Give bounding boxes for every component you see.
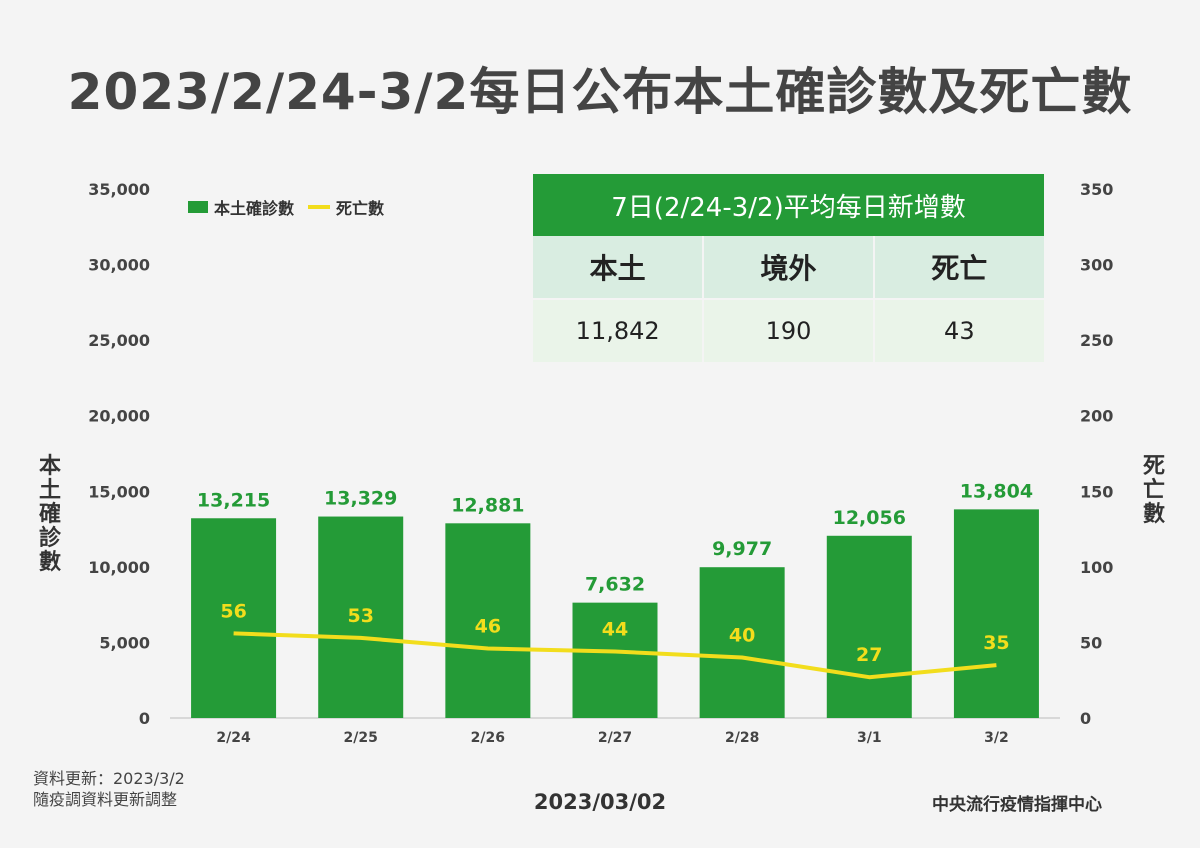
bar: [953, 509, 1039, 718]
right-axis-tick-label: 200: [1080, 407, 1113, 426]
line-data-label: 53: [347, 605, 373, 627]
x-axis-tick-label: 3/1: [857, 730, 882, 746]
right-axis-tick-label: 50: [1080, 633, 1102, 652]
summary-col-imported: 境外: [702, 236, 874, 299]
left-axis-tick-label: 25,000: [88, 331, 150, 350]
bar: [826, 535, 912, 718]
adjust-note: 隨疫調資料更新調整: [33, 790, 178, 809]
x-axis-tick-label: 2/28: [725, 730, 759, 746]
line-data-label: 46: [475, 615, 501, 637]
right-axis-tick-label: 150: [1080, 482, 1113, 501]
footer-notes: 資料更新：2023/3/2 隨疫調資料更新調整: [33, 768, 185, 810]
summary-col-domestic: 本土: [533, 236, 704, 299]
bar-data-label: 13,329: [324, 488, 397, 510]
summary-header: 7日(2/24-3/2)平均每日新增數: [533, 174, 1044, 236]
left-axis-tick-label: 10,000: [88, 558, 150, 577]
left-axis-tick-label: 5,000: [99, 633, 150, 652]
deaths-line: [233, 631, 997, 680]
summary-table: 7日(2/24-3/2)平均每日新增數 本土 境外 死亡 11,842 190 …: [533, 174, 1044, 362]
legend-bar-label: 本土確診數: [214, 199, 295, 218]
legend-bar-swatch: [188, 201, 208, 213]
line-data-label: 40: [729, 625, 755, 647]
summary-col-deaths: 死亡: [872, 236, 1044, 299]
bar: [445, 523, 531, 718]
footer-agency: 中央流行疫情指揮中心: [932, 795, 1102, 815]
right-axis-tick-label: 350: [1080, 180, 1113, 199]
update-note: 資料更新：2023/3/2: [33, 769, 185, 788]
line-data-label: 44: [602, 618, 628, 640]
bar: [572, 602, 658, 718]
right-axis-tick-label: 100: [1080, 558, 1113, 577]
footer-date: 2023/03/02: [533, 790, 667, 814]
legend-line-label: 死亡數: [336, 199, 385, 218]
summary-val-deaths: 43: [872, 298, 1044, 362]
x-axis-tick-label: 2/24: [216, 730, 251, 746]
right-axis-tick-label: 0: [1080, 709, 1091, 728]
x-axis-tick-label: 2/27: [598, 730, 632, 746]
left-axis-title: 本土確診數: [38, 454, 61, 575]
x-axis-tick-label: 3/2: [984, 730, 1009, 746]
bar-data-label: 13,215: [197, 489, 270, 511]
summary-val-domestic: 11,842: [533, 298, 704, 362]
legend-line-swatch: [308, 205, 331, 209]
x-axis-tick-label: 2/26: [471, 730, 505, 746]
line-data-label: 56: [220, 600, 246, 622]
right-axis-title: 死亡數: [1142, 454, 1165, 527]
left-axis-tick-label: 15,000: [88, 482, 150, 501]
left-axis-tick-label: 35,000: [88, 180, 150, 199]
line-data-label: 27: [856, 644, 882, 666]
bar-data-label: 9,977: [712, 538, 772, 560]
summary-val-imported: 190: [702, 298, 874, 362]
bar-data-label: 13,804: [960, 480, 1033, 502]
left-axis-tick-label: 30,000: [88, 256, 150, 275]
left-axis-tick-label: 20,000: [88, 407, 150, 426]
bar-data-label: 7,632: [585, 574, 645, 596]
x-axis-tick-label: 2/25: [344, 730, 378, 746]
right-axis-tick-label: 300: [1080, 256, 1113, 275]
bar: [318, 516, 404, 718]
bar-data-label: 12,056: [833, 507, 906, 529]
left-axis-tick-label: 0: [139, 709, 150, 728]
bar: [191, 518, 277, 718]
bar: [699, 567, 785, 718]
line-data-label: 35: [983, 632, 1009, 654]
bar-data-label: 12,881: [451, 494, 524, 516]
chart-title: 2023/2/24-3/2每日公布本土確診數及死亡數: [67, 63, 1133, 121]
right-axis-tick-label: 250: [1080, 331, 1113, 350]
legend: 本土確診數 死亡數: [188, 195, 384, 219]
